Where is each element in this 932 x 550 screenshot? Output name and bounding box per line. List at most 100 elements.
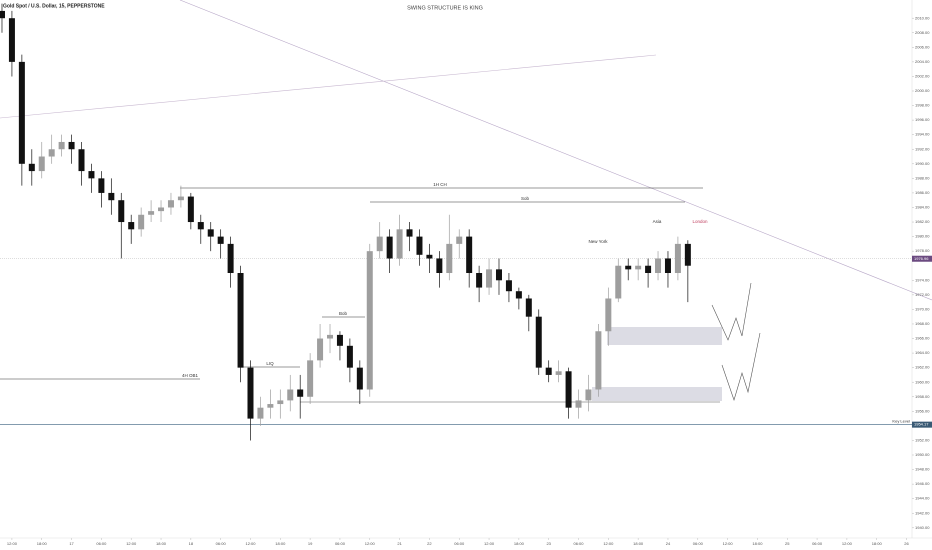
y-tick-label: 1964.00	[915, 350, 930, 355]
candle-body	[416, 236, 423, 255]
x-tick-label: 18:00	[752, 541, 763, 546]
candle-body	[436, 258, 443, 274]
x-tick-label: 12:00	[842, 541, 853, 546]
candle-body	[28, 163, 35, 172]
x-tick-label: 26	[904, 541, 909, 546]
candle-body	[406, 229, 413, 237]
x-tick-label: 12:00	[126, 541, 137, 546]
x-tick-label: 12:00	[603, 541, 614, 546]
candle-body	[257, 407, 264, 419]
candle-body	[615, 265, 622, 299]
candle-body	[38, 156, 45, 172]
candle-body	[386, 236, 393, 259]
candle-body	[108, 192, 115, 201]
trendline	[0, 54, 657, 119]
candle-body	[605, 298, 612, 332]
y-tick-label: 1998.00	[915, 103, 930, 108]
candle-body	[317, 338, 324, 361]
annotation: Bob	[339, 311, 348, 316]
candle-body	[595, 331, 602, 390]
candle-body	[207, 229, 214, 237]
candle-body	[585, 389, 592, 401]
y-tick-label: 1990.00	[915, 161, 930, 166]
candle-body	[8, 18, 15, 62]
x-tick-label: 17	[69, 541, 74, 546]
candle-body	[376, 236, 383, 252]
x-tick-label: 25	[785, 541, 790, 546]
annotation: LIQ	[266, 361, 274, 366]
trendline	[179, 0, 932, 301]
y-tick-label: 1942.00	[915, 510, 930, 515]
candle-body	[118, 200, 125, 223]
y-tick-label: 1984.00	[915, 205, 930, 210]
x-tick-label: 21	[397, 541, 402, 546]
candle-body	[336, 334, 343, 346]
candle-body	[664, 258, 671, 274]
y-tick-label: 1974.00	[915, 277, 930, 282]
candle-body	[476, 273, 483, 288]
x-tick-label: 18:00	[872, 541, 883, 546]
candle-body	[148, 211, 155, 215]
candle-body	[545, 367, 552, 375]
y-tick-label: 1992.00	[915, 146, 930, 151]
candle-body	[625, 265, 632, 270]
candle-body	[307, 360, 314, 397]
y-tick-label: 2000.00	[915, 88, 930, 93]
y-tick-label: 1980.00	[915, 234, 930, 239]
y-tick-label: 1978.00	[915, 248, 930, 253]
candle-body	[426, 254, 433, 259]
zone	[592, 387, 722, 401]
y-tick-label: 1982.00	[915, 219, 930, 224]
y-tick-label: 1946.00	[915, 481, 930, 486]
candle-body	[187, 196, 194, 223]
x-tick-label: 06:00	[96, 541, 107, 546]
y-tick-label: 1966.00	[915, 336, 930, 341]
price-tag	[912, 421, 932, 428]
candle-body	[287, 389, 294, 401]
candle-body	[18, 61, 25, 164]
candle-body	[217, 236, 224, 244]
candle-body	[128, 222, 135, 230]
y-tick-label: 1956.00	[915, 408, 930, 413]
candle-body	[366, 251, 373, 390]
candle-body	[525, 298, 532, 317]
candle-body	[565, 371, 572, 408]
x-tick-label: 12:00	[484, 541, 495, 546]
x-tick-label: 22	[427, 541, 432, 546]
x-tick-label: 12:00	[245, 541, 256, 546]
x-tick-label: 12:00	[7, 541, 18, 546]
y-tick-label: 1952.00	[915, 438, 930, 443]
y-tick-label: 1996.00	[915, 117, 930, 122]
candle-body	[346, 345, 353, 368]
projection	[721, 332, 761, 401]
candle-body	[197, 222, 204, 230]
y-tick-label: 1970.00	[915, 306, 930, 311]
candle-body	[456, 236, 463, 244]
candle-body	[446, 243, 453, 274]
y-tick-label: 2010.00	[915, 15, 930, 20]
candle-body	[327, 334, 334, 339]
y-tick-label: 1994.00	[915, 132, 930, 137]
y-tick-label: 2006.00	[915, 44, 930, 49]
x-tick-label: 19	[308, 541, 313, 546]
candle-body	[655, 258, 662, 274]
candle-body	[555, 371, 562, 375]
annotation: London	[692, 219, 708, 224]
candle-body	[645, 265, 652, 274]
annotation: New York	[588, 239, 608, 244]
candle-body	[237, 273, 244, 368]
annotation: Sob	[521, 196, 530, 201]
y-tick-label: 1948.00	[915, 467, 930, 472]
y-tick-label: 1940.00	[915, 525, 930, 530]
candle-body	[88, 171, 95, 179]
candle-body	[0, 10, 5, 19]
candle-body	[356, 367, 363, 390]
y-tick-label: 2002.00	[915, 74, 930, 79]
candle-body	[227, 243, 234, 274]
x-tick-label: 06:00	[693, 541, 704, 546]
y-tick-label: 1986.00	[915, 190, 930, 195]
zone	[607, 327, 722, 345]
x-tick-label: 06:00	[335, 541, 346, 546]
